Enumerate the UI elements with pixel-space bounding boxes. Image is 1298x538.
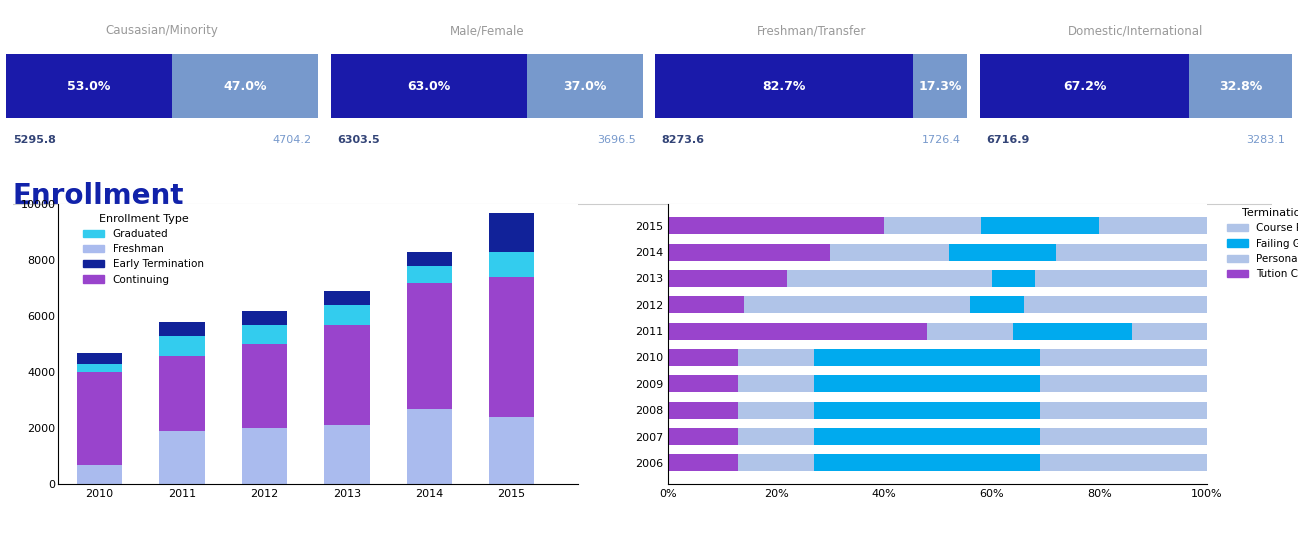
Text: 3283.1: 3283.1 [1246,135,1285,145]
Text: 4704.2: 4704.2 [273,135,312,145]
Text: 6303.5: 6303.5 [337,135,380,145]
Bar [949,244,1057,260]
Bar [739,349,814,366]
Bar [668,217,884,234]
Bar [655,54,912,118]
Bar [1040,349,1207,366]
Bar [241,311,287,325]
Bar [992,270,1035,287]
Bar [814,376,1040,392]
Bar [1057,244,1207,260]
Bar [668,428,739,445]
Bar [970,296,1024,313]
Bar [160,322,205,336]
Bar [324,325,370,426]
Bar [241,325,287,344]
Text: 53.0%: 53.0% [67,80,110,93]
Bar [787,270,992,287]
Bar [241,428,287,484]
Bar [406,409,452,484]
Bar [668,376,739,392]
Bar [1040,455,1207,471]
Bar [406,252,452,266]
Text: 1726.4: 1726.4 [922,135,961,145]
Bar [1040,376,1207,392]
Bar [1099,217,1207,234]
Bar [324,291,370,305]
Text: 8273.6: 8273.6 [662,135,705,145]
Text: Freshman/Transfer: Freshman/Transfer [757,24,866,37]
Bar [980,54,1189,118]
Bar [744,296,970,313]
Bar [77,465,122,484]
Bar [668,323,927,339]
Bar [1040,402,1207,419]
Bar [912,54,967,118]
Bar [160,336,205,356]
Bar [668,270,787,287]
Bar [739,376,814,392]
Text: 17.3%: 17.3% [919,80,962,93]
Bar [6,54,171,118]
Text: Enrollment: Enrollment [13,182,184,210]
Bar [77,364,122,372]
Bar [1040,428,1207,445]
Text: 37.0%: 37.0% [563,80,606,93]
Text: 67.2%: 67.2% [1063,80,1106,93]
Text: 82.7%: 82.7% [763,80,806,93]
Bar [739,428,814,445]
Bar [489,252,535,277]
Bar [668,455,739,471]
Text: Causasian/Minority: Causasian/Minority [106,24,218,37]
Bar [77,372,122,465]
Bar [406,266,452,283]
Legend: Graduated, Freshman, Early Termination, Continuing: Graduated, Freshman, Early Termination, … [79,210,208,289]
Bar [489,417,535,484]
Bar [814,349,1040,366]
Bar [324,305,370,325]
Bar [77,353,122,364]
Bar [1132,323,1207,339]
Bar [324,426,370,484]
Bar [981,217,1099,234]
Bar [1189,54,1292,118]
Bar [814,402,1040,419]
Bar [668,296,744,313]
Bar [171,54,318,118]
Text: 3696.5: 3696.5 [597,135,636,145]
Bar [814,428,1040,445]
Bar [331,54,527,118]
Bar [527,54,643,118]
Bar [1024,296,1207,313]
Text: 63.0%: 63.0% [408,80,450,93]
Bar [814,455,1040,471]
Bar [1035,270,1207,287]
Bar [668,244,831,260]
Text: Male/Female: Male/Female [449,24,524,37]
Legend: Course Programming, Failing Grade, Personal, Tution Cost: Course Programming, Failing Grade, Perso… [1223,204,1298,283]
Bar [160,431,205,484]
Text: 32.8%: 32.8% [1219,80,1262,93]
Bar [160,356,205,431]
Bar [489,213,535,252]
Text: Domestic/International: Domestic/International [1068,24,1203,37]
Text: 6716.9: 6716.9 [986,135,1029,145]
Bar [927,323,1014,339]
Bar [831,244,949,260]
Bar [668,349,739,366]
Bar [1014,323,1132,339]
Bar [489,277,535,417]
Text: 47.0%: 47.0% [223,80,266,93]
Bar [884,217,981,234]
Bar [739,455,814,471]
Text: 5295.8: 5295.8 [13,135,56,145]
Bar [668,402,739,419]
Bar [739,402,814,419]
Bar [406,283,452,409]
Bar [241,344,287,428]
